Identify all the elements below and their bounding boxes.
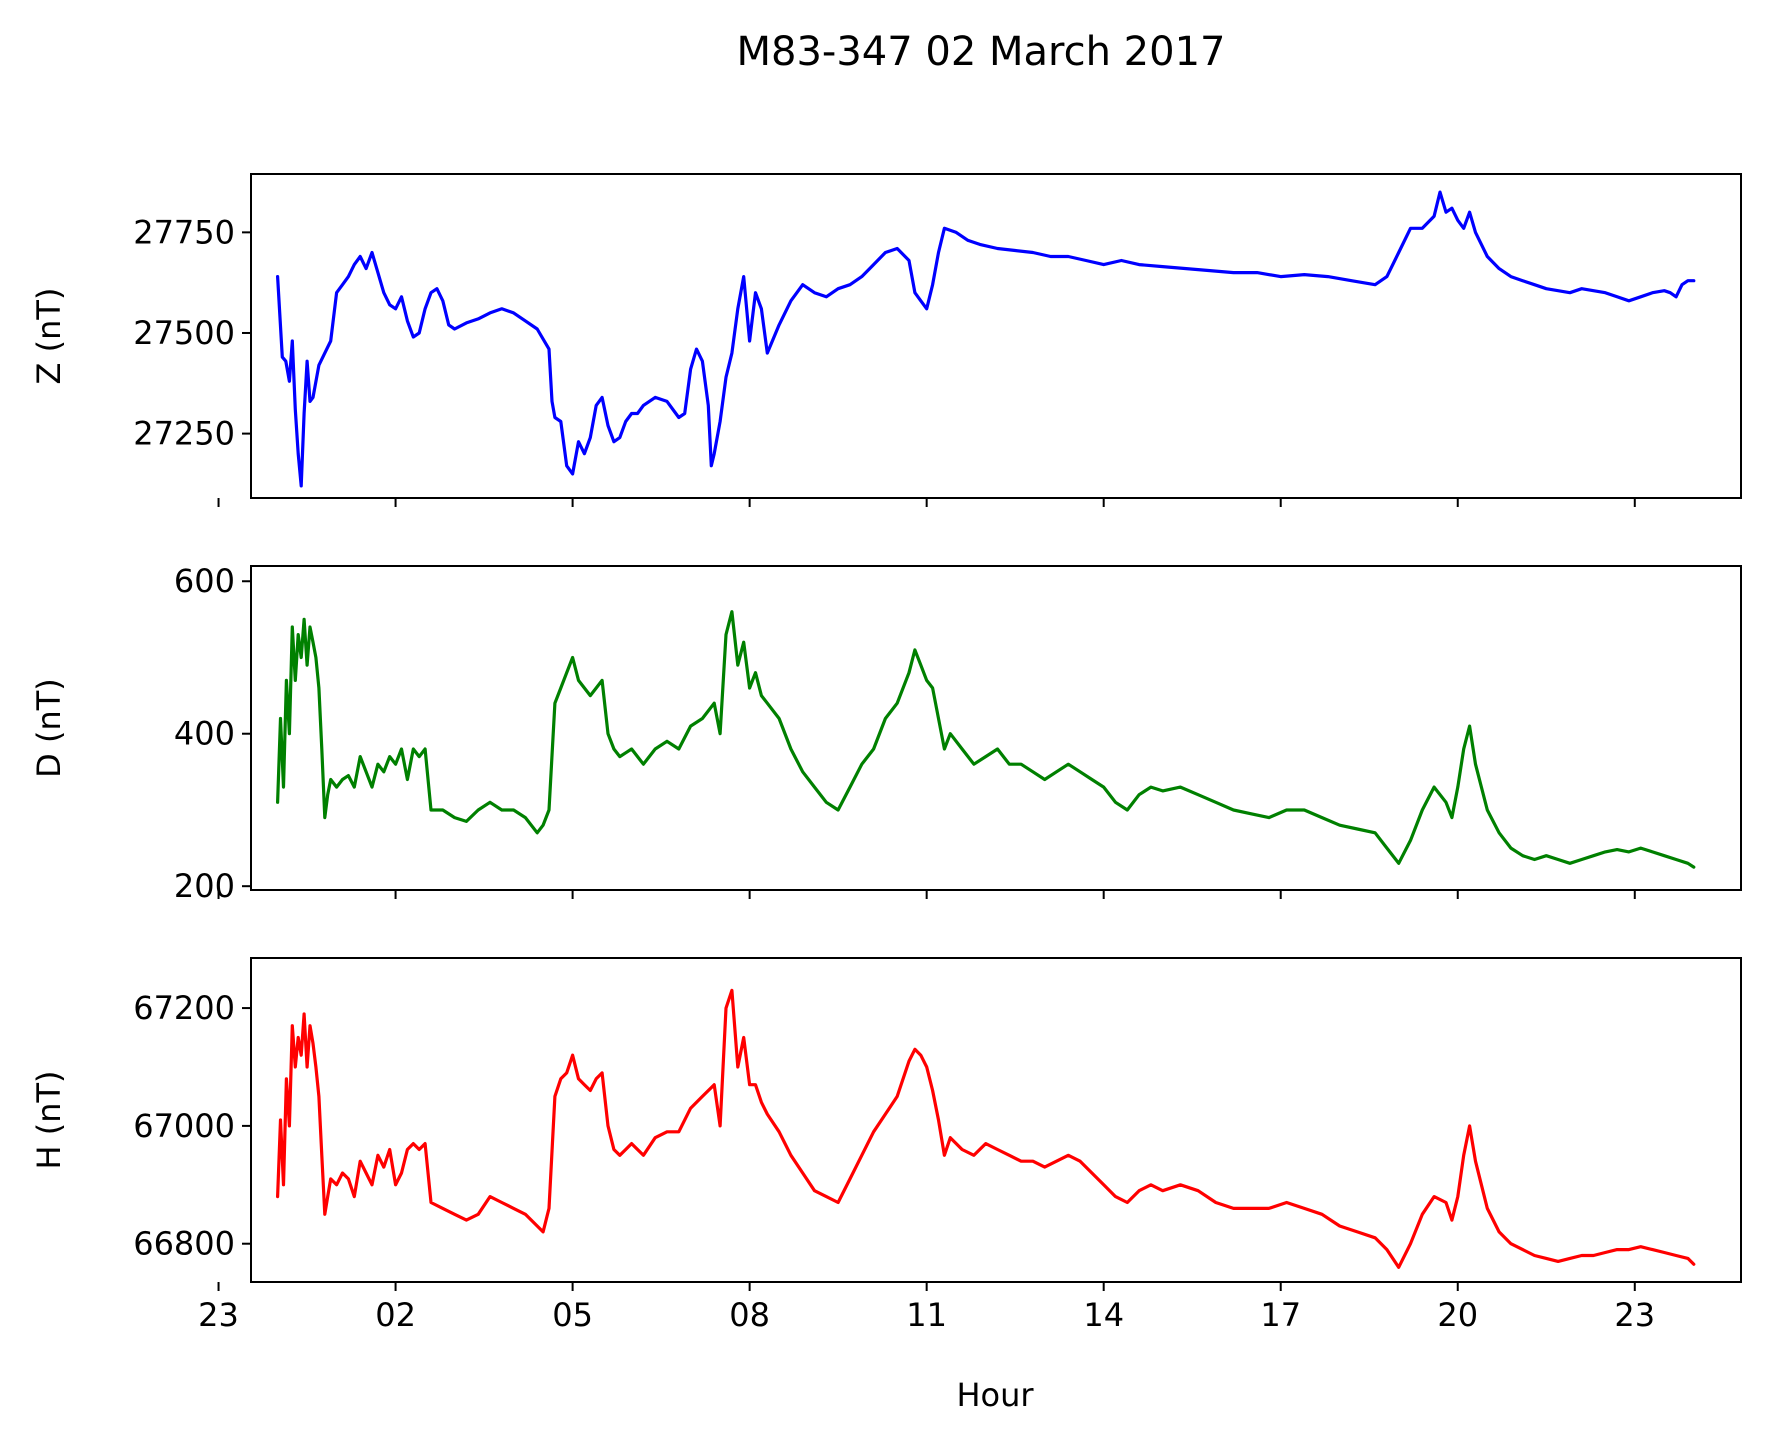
x-tick-label: 08 bbox=[729, 1296, 770, 1334]
x-tick-label: 05 bbox=[552, 1296, 593, 1334]
y-axis-label-z: Z (nT) bbox=[30, 288, 68, 385]
y-tick-label-h: 67000 bbox=[133, 1107, 235, 1145]
y-tick-label-z: 27500 bbox=[133, 314, 235, 352]
x-tick-label: 17 bbox=[1260, 1296, 1301, 1334]
y-tick-label-z: 27250 bbox=[133, 415, 235, 453]
subplot-z: 27250 27500 27750 Z (nT) bbox=[30, 173, 1742, 507]
axes-frame-h bbox=[250, 957, 1742, 1283]
series-line-z bbox=[276, 190, 1696, 488]
series-line-h bbox=[276, 988, 1696, 1269]
y-tick-label-d: 600 bbox=[174, 562, 235, 600]
x-axis-label: Hour bbox=[956, 1376, 1034, 1414]
axes-frame-z bbox=[250, 173, 1742, 499]
subplot-d: 200 400 600 D (nT) bbox=[30, 562, 1742, 905]
x-tick-label: 23 bbox=[198, 1296, 239, 1334]
x-tick-label: 20 bbox=[1437, 1296, 1478, 1334]
subplots: 27250 27500 27750 Z (nT) 200 400 600 D (nT) 6680… bbox=[30, 173, 1742, 1334]
y-tick-label-h: 67200 bbox=[133, 989, 235, 1027]
x-tick-label: 23 bbox=[1614, 1296, 1655, 1334]
series-line-d bbox=[276, 610, 1696, 869]
subplot-h: 66800 67000 67200 23 02 05 08 11 14 17 20 23 H (nT) bbox=[30, 957, 1742, 1334]
figure-title: M83-347 02 March 2017 bbox=[737, 29, 1226, 75]
y-tick-label-h: 66800 bbox=[133, 1225, 235, 1263]
x-tick-label: 11 bbox=[906, 1296, 947, 1334]
y-axis-label-d: D (nT) bbox=[30, 678, 68, 778]
x-tick-label: 02 bbox=[375, 1296, 416, 1334]
y-tick-label-z: 27750 bbox=[133, 213, 235, 251]
axes-frame-d bbox=[250, 565, 1742, 891]
y-tick-label-d: 200 bbox=[174, 867, 235, 905]
x-tick-label: 14 bbox=[1083, 1296, 1124, 1334]
y-tick-label-d: 400 bbox=[174, 715, 235, 753]
y-axis-label-h: H (nT) bbox=[30, 1070, 68, 1169]
